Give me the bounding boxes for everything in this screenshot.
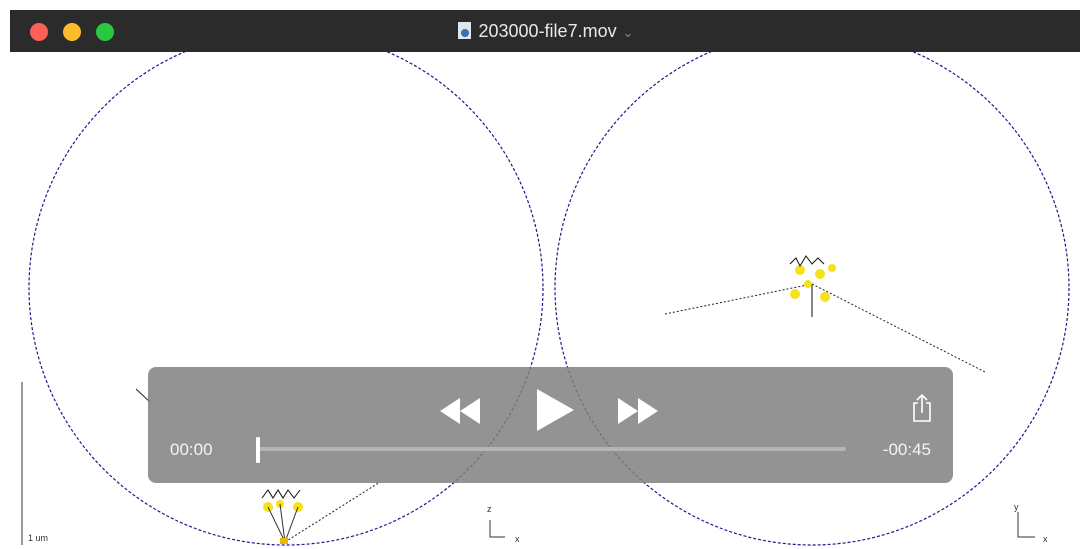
title-text: 203000-file7.mov bbox=[478, 21, 617, 41]
right-cluster bbox=[664, 255, 986, 373]
axis-label: x bbox=[1043, 534, 1048, 544]
window-title: 203000-file7.mov ⌄ bbox=[10, 21, 1080, 42]
axis-label: y bbox=[1014, 502, 1019, 512]
zoom-button[interactable] bbox=[96, 23, 114, 41]
video-frame: 1 um z x y x bbox=[21, 52, 1070, 546]
play-button[interactable] bbox=[537, 389, 574, 431]
remaining-time: -00:45 bbox=[882, 440, 931, 459]
left-circle bbox=[28, 52, 544, 546]
rewind-button[interactable] bbox=[440, 398, 480, 424]
share-button[interactable] bbox=[913, 393, 931, 422]
right-circle bbox=[554, 52, 1070, 546]
minimize-button[interactable] bbox=[63, 23, 81, 41]
title-bar: 203000-file7.mov ⌄ bbox=[10, 10, 1080, 52]
axis-label: x bbox=[515, 534, 520, 544]
scale-label: 1 um bbox=[28, 533, 48, 543]
current-time: 00:00 bbox=[170, 440, 213, 459]
playback-controls: 00:00 -00:45 bbox=[148, 367, 953, 483]
fast-forward-button[interactable] bbox=[618, 398, 658, 424]
left-cluster bbox=[135, 388, 381, 544]
left-axes bbox=[489, 520, 505, 538]
close-button[interactable] bbox=[30, 23, 48, 41]
file-icon bbox=[457, 22, 471, 39]
control-icons bbox=[256, 389, 931, 463]
right-axes bbox=[1017, 512, 1035, 538]
axis-label: z bbox=[487, 504, 492, 514]
playhead[interactable] bbox=[256, 437, 260, 463]
progress-track[interactable] bbox=[258, 447, 846, 451]
